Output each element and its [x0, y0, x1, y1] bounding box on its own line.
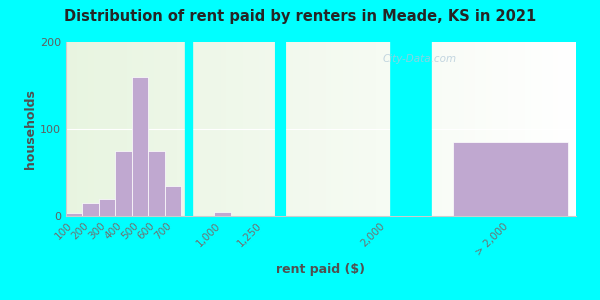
Text: City-Data.com: City-Data.com	[382, 54, 457, 64]
Bar	[115, 151, 132, 216]
Bar	[132, 77, 148, 216]
Y-axis label: households: households	[24, 89, 37, 169]
Text: Distribution of rent paid by renters in Meade, KS in 2021: Distribution of rent paid by renters in …	[64, 9, 536, 24]
Bar	[66, 213, 82, 216]
Bar	[452, 142, 568, 216]
Bar	[214, 212, 230, 216]
Bar	[148, 151, 165, 216]
X-axis label: rent paid ($): rent paid ($)	[277, 263, 365, 276]
Bar	[82, 203, 99, 216]
Bar	[99, 199, 115, 216]
Bar	[165, 185, 181, 216]
